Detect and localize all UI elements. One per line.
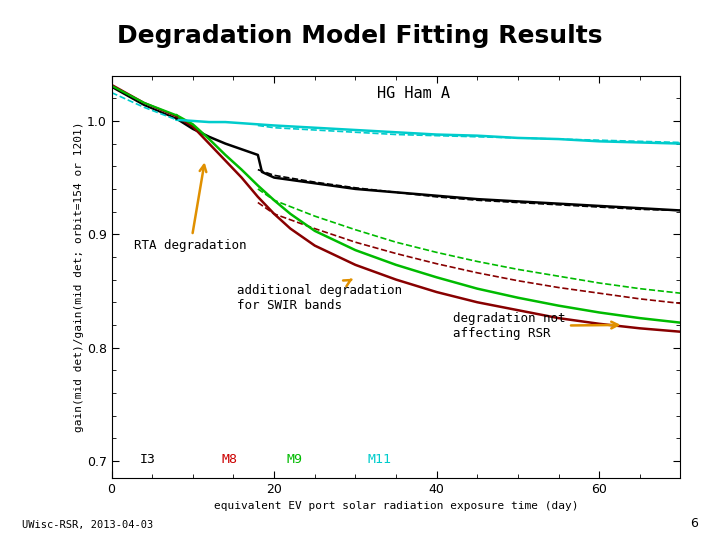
Text: M8: M8 <box>221 453 238 466</box>
Text: degradation not
affecting RSR: degradation not affecting RSR <box>453 312 618 340</box>
Text: I3: I3 <box>140 453 156 466</box>
Text: 6: 6 <box>690 517 698 530</box>
Text: UWisc-RSR, 2013-04-03: UWisc-RSR, 2013-04-03 <box>22 520 153 530</box>
Text: HG Ham A: HG Ham A <box>377 86 449 100</box>
Text: M9: M9 <box>287 453 302 466</box>
Text: M11: M11 <box>368 453 392 466</box>
Text: RTA degradation: RTA degradation <box>135 165 247 252</box>
Text: additional degradation
for SWIR bands: additional degradation for SWIR bands <box>237 280 402 312</box>
X-axis label: equivalent EV port solar radiation exposure time (day): equivalent EV port solar radiation expos… <box>214 501 578 511</box>
Text: Degradation Model Fitting Results: Degradation Model Fitting Results <box>117 24 603 48</box>
Y-axis label: gain(mid det)/gain(mid det; orbit=154 or 1201): gain(mid det)/gain(mid det; orbit=154 or… <box>74 122 84 432</box>
